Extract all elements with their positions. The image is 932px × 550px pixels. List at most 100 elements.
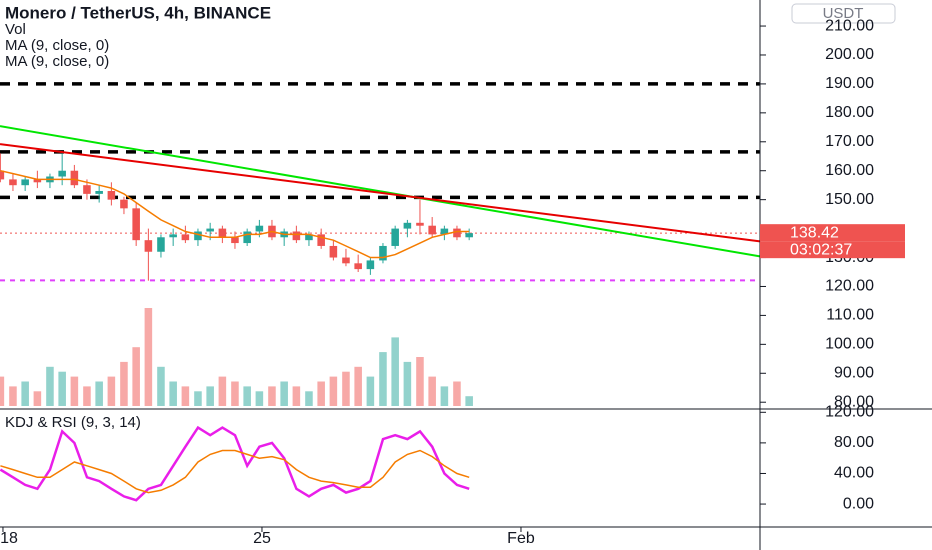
volume-bar [218, 376, 227, 406]
candle-body [453, 228, 461, 238]
y-tick-label: 120.00 [825, 278, 874, 295]
chart-title: Monero / TetherUS, 4h, BINANCE [5, 3, 271, 22]
volume-bar [206, 386, 214, 406]
volume-bar [342, 371, 350, 406]
y-tick-label: 0.00 [843, 495, 874, 512]
y-tick-label: 90.00 [834, 364, 874, 381]
volume-bar [292, 386, 301, 406]
candle-body [231, 237, 239, 244]
volume-bar [305, 391, 313, 406]
candle-body [342, 257, 350, 264]
last-price-label: 138.42 [790, 224, 839, 241]
volume-bar [9, 386, 17, 406]
x-tick-label: 18 [0, 530, 18, 547]
candle-body [0, 170, 5, 180]
y-tick-label: 170.00 [825, 133, 874, 150]
volume-bar [95, 381, 103, 406]
candle-body [292, 231, 301, 241]
candle-body [317, 234, 325, 246]
volume-bar [132, 347, 140, 406]
candle-body [416, 222, 424, 226]
candle-body [144, 240, 153, 252]
indicator-title: KDJ & RSI (9, 3, 14) [5, 414, 141, 431]
candle-body [354, 263, 362, 270]
y-tick-label: 160.00 [825, 162, 874, 179]
candle-body [132, 208, 140, 241]
volume-bar [144, 308, 153, 406]
y-tick-label: 200.00 [825, 46, 874, 63]
candle-body [366, 260, 375, 270]
candle-body [305, 234, 313, 241]
ma-line [0, 169, 470, 259]
volume-bar [0, 376, 5, 406]
volume-bar [440, 386, 449, 406]
volume-bar [83, 386, 91, 406]
y-tick-label: 120.00 [825, 404, 874, 421]
volume-bar [46, 366, 54, 406]
candle-body [181, 234, 190, 241]
volume-bar [280, 381, 288, 406]
y-tick-label: 80.00 [834, 434, 874, 451]
volume-bar [465, 396, 473, 406]
y-tick-label: 100.00 [825, 336, 874, 353]
volume-bar [354, 366, 362, 406]
candle-body [440, 228, 449, 235]
candle-body [403, 222, 412, 229]
volume-bar [379, 352, 387, 406]
candle-body [379, 245, 387, 261]
candle-body [428, 225, 436, 235]
volume-bar [194, 391, 202, 406]
volume-bar [268, 386, 276, 406]
candle-body [255, 225, 264, 232]
candle-body [21, 179, 29, 186]
volume-bar [255, 391, 264, 406]
trend-line [0, 143, 761, 243]
volume-bar [157, 366, 165, 406]
y-tick-label: 210.00 [825, 17, 874, 34]
last-price-box [760, 224, 905, 242]
y-tick-label: 110.00 [826, 307, 874, 324]
y-tick-label: 180.00 [825, 104, 874, 121]
volume-bar [21, 381, 29, 406]
legend-item: MA (9, close, 0) [5, 53, 109, 70]
volume-bar [231, 381, 239, 406]
volume-bar [428, 376, 436, 406]
x-tick-label: 25 [253, 530, 271, 547]
y-tick-label: 150.00 [825, 191, 874, 208]
volume-bar [366, 376, 375, 406]
volume-bar [33, 391, 42, 406]
volume-bar [403, 361, 412, 406]
volume-bar [453, 381, 461, 406]
y-tick-label: 190.00 [825, 75, 874, 92]
candle-body [218, 228, 227, 238]
candle-body [33, 179, 42, 183]
volume-bar [107, 376, 116, 406]
y-tick-label: 40.00 [834, 465, 874, 482]
volume-bar [317, 381, 325, 406]
candle-body [206, 228, 214, 232]
currency-button[interactable] [791, 3, 896, 24]
volume-bar [391, 337, 399, 406]
candle-body [70, 170, 79, 186]
y-tick-label: 80.00 [834, 393, 874, 410]
indicator-line [0, 425, 470, 502]
candle-body [169, 234, 177, 238]
trend-line [0, 125, 761, 258]
currency-label[interactable]: USDT [823, 5, 864, 22]
candle-body [391, 228, 399, 246]
candle-body [157, 237, 165, 252]
price-axis: 80.0090.00100.00110.00120.00130.00150.00… [0, 17, 874, 547]
volume-bar [181, 386, 190, 406]
legend-item: MA (9, close, 0) [5, 37, 109, 54]
countdown-label: 03:02:37 [790, 241, 852, 258]
candle-body [9, 179, 17, 186]
volume-bar [416, 357, 424, 406]
volume-bar [58, 371, 66, 406]
volume-bar [329, 376, 338, 406]
candle-body [329, 245, 338, 258]
candle-body [120, 199, 128, 209]
countdown-box [760, 241, 905, 259]
indicator-line [0, 449, 470, 494]
